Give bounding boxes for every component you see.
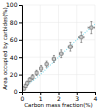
error-bar-x <box>52 58 55 60</box>
error-bar-x <box>25 85 26 87</box>
point <box>45 63 48 66</box>
tick-label: 40 <box>10 54 18 61</box>
tick: 4 <box>94 92 98 102</box>
x-axis: 0 1 2 3 4 <box>21 92 98 102</box>
grid-line-y <box>22 57 95 58</box>
line <box>22 24 95 90</box>
grid-line-y <box>22 39 95 40</box>
tick-label: 3 <box>75 95 79 102</box>
grid <box>22 5 95 92</box>
y-axis: 0 20 40 60 80 100 <box>6 1 22 95</box>
error-bar-y <box>36 70 38 75</box>
error-bars <box>23 22 94 91</box>
error-bar-x <box>68 46 72 48</box>
tick: 0 <box>21 92 25 102</box>
tick-label: 2 <box>57 95 61 102</box>
points <box>23 26 93 90</box>
error-bar-y <box>46 61 48 67</box>
tick: 80 <box>10 19 22 26</box>
chart: 01234020406080100Carbon mass fraction(%)… <box>0 0 100 110</box>
tick: 3 <box>75 92 79 102</box>
tick: 1 <box>39 92 43 102</box>
tick: 0 <box>14 88 22 95</box>
error-bar-x <box>88 27 95 29</box>
tick-label: 0 <box>14 88 18 95</box>
point <box>35 71 38 74</box>
error-bar-x <box>79 36 84 38</box>
tick-label: 1 <box>39 95 43 102</box>
error-bar-x <box>36 72 38 74</box>
tick-label: 80 <box>10 19 18 26</box>
error-bar-y <box>40 65 42 71</box>
marks <box>22 22 95 91</box>
tick: 100 <box>6 1 22 8</box>
error-bar-y <box>26 81 28 85</box>
grid-line-x <box>40 5 41 92</box>
tick-mark <box>19 22 22 23</box>
error-bar-y <box>69 42 71 51</box>
tick: 40 <box>10 54 22 61</box>
grid-line-y <box>22 5 95 6</box>
grid-line-x <box>95 5 96 92</box>
tick-mark <box>19 75 22 76</box>
error-bar-x <box>40 68 43 70</box>
point <box>28 78 31 81</box>
y-axis-title: Area occupied by carbides(%) <box>2 7 9 89</box>
error-bar-y <box>60 50 62 58</box>
tick: 2 <box>57 92 61 102</box>
point <box>26 82 29 85</box>
error-bar-y <box>53 55 55 62</box>
tick: 60 <box>10 36 22 43</box>
grid-line-y <box>22 22 95 23</box>
error-bar-y <box>80 32 82 42</box>
error-bar-x <box>29 79 31 81</box>
point <box>31 76 34 79</box>
point <box>52 57 55 60</box>
x-axis-title: Carbon mass fraction(%) <box>24 102 92 108</box>
tick-label: 4 <box>94 95 98 102</box>
error-bar-x <box>59 53 63 55</box>
error-bar-y <box>90 22 92 34</box>
tick-label: 0 <box>21 95 25 102</box>
grid-line-x <box>58 5 59 92</box>
error-bar-y <box>29 78 31 82</box>
point <box>40 67 43 70</box>
point <box>90 26 93 29</box>
error-bar-x <box>45 63 48 65</box>
tick-mark <box>19 40 22 41</box>
point <box>60 52 63 55</box>
tick-mark <box>19 57 22 58</box>
axis-line <box>19 6 23 93</box>
error-bar-y <box>32 75 34 80</box>
plot: 01234020406080100 <box>6 1 98 101</box>
tick-label: 60 <box>10 36 18 43</box>
grid-line-x <box>76 5 77 92</box>
tick-label: 20 <box>10 71 18 78</box>
point <box>69 45 72 48</box>
tick-mark <box>19 92 22 93</box>
tick: 20 <box>10 71 22 78</box>
point <box>80 36 83 39</box>
tick-mark <box>19 5 22 6</box>
error-bar-x <box>32 76 34 78</box>
error-bar-x <box>23 88 24 90</box>
error-bar-x <box>26 82 27 84</box>
tick-label: 100 <box>6 1 18 8</box>
